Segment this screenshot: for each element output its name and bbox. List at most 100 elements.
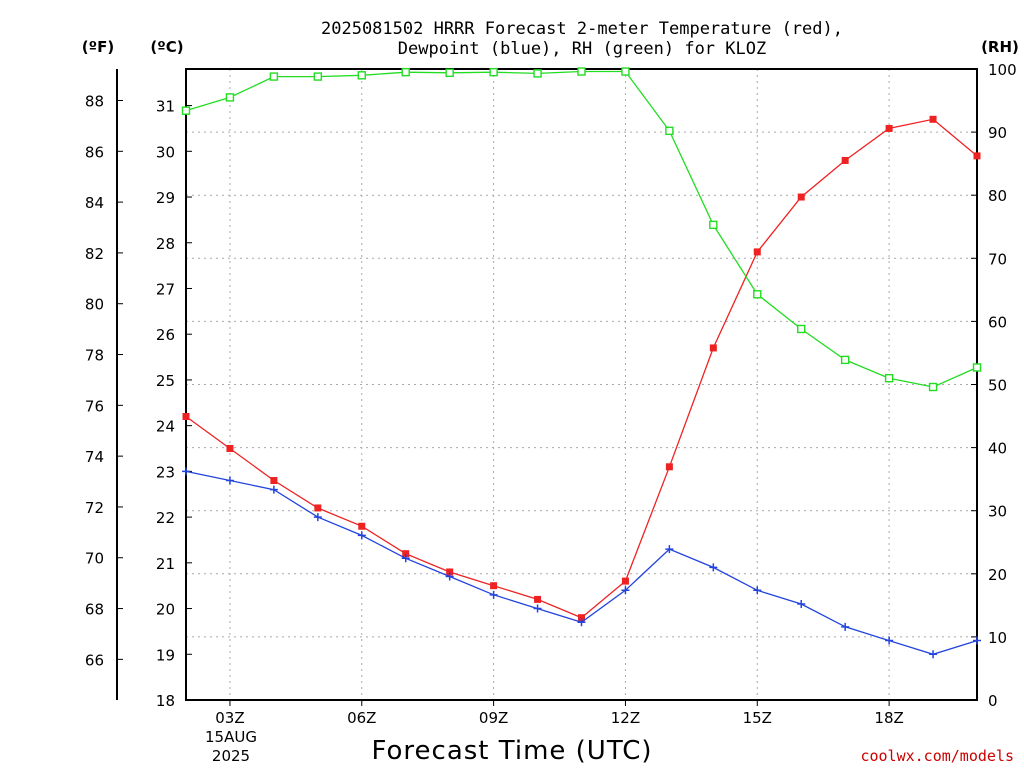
temperature-point-20 (973, 152, 981, 160)
dewpoint-point-16 (797, 599, 806, 608)
grid-lines (186, 69, 977, 700)
rh-point-5 (313, 72, 323, 81)
temperature-point-19 (929, 115, 937, 123)
rh-tick-label-90: 90 (988, 124, 1007, 142)
temperature-point-18 (885, 124, 893, 132)
rh-point-18 (884, 373, 894, 383)
rh-point-10 (533, 69, 542, 78)
fahrenheit-tick-label-70: 70 (85, 550, 104, 568)
x-tick-label-18Z: 18Z (874, 709, 903, 727)
rh-series-line (185, 70, 978, 388)
dewpoint-point-13 (665, 545, 674, 554)
temperature-point-14 (709, 344, 717, 352)
fahrenheit-tick-label-80: 80 (85, 296, 104, 314)
rh-point-12 (621, 67, 630, 76)
x-tick-label-03Z: 03Z (215, 709, 244, 727)
rh-point-17 (840, 355, 850, 365)
dewpoint-point-4 (269, 485, 278, 494)
rh-tick-label-100: 100 (988, 61, 1017, 79)
rh-point-14 (709, 220, 718, 230)
dewpoint-point-17 (841, 622, 850, 631)
date-label-year: 2025 (212, 747, 250, 765)
rh-point-16 (797, 324, 806, 334)
celsius-tick-label-30: 30 (156, 143, 175, 161)
rh-point-4 (269, 72, 279, 81)
dewpoint-point-19 (929, 650, 938, 659)
rh-point-6 (357, 71, 366, 80)
rh-unit-label: (RH) (981, 38, 1019, 56)
fahrenheit-tick-label-88: 88 (85, 92, 104, 110)
rh-point-20 (972, 363, 982, 372)
rh-point-11 (577, 67, 586, 76)
dewpoint-point-2 (182, 467, 190, 476)
celsius-tick-label-22: 22 (156, 509, 175, 527)
temperature-point-13 (665, 463, 673, 471)
dewpoint-point-15 (753, 586, 762, 595)
temperature-series-line (185, 118, 978, 619)
dewpoint-point-5 (313, 513, 322, 522)
fahrenheit-tick-label-84: 84 (85, 194, 104, 212)
x-tick-label-12Z: 12Z (611, 709, 640, 727)
temperature-point-4 (270, 477, 278, 485)
fahrenheit-tick-label-68: 68 (85, 601, 104, 619)
temperature-point-5 (314, 504, 322, 512)
rh-point-13 (665, 126, 674, 136)
credit-label: coolwx.com/models (860, 747, 1014, 765)
temperature-point-7 (402, 550, 410, 558)
rh-tick-label-40: 40 (988, 440, 1007, 458)
dewpoint-point-3 (225, 476, 234, 485)
fahrenheit-tick-label-74: 74 (85, 448, 104, 466)
temperature-point-16 (797, 193, 805, 201)
celsius-tick-label-27: 27 (156, 280, 175, 298)
celsius-tick-label-26: 26 (156, 326, 175, 344)
rh-point-8 (445, 68, 454, 77)
celsius-unit-label: (ºC) (150, 38, 183, 56)
celsius-tick-label-20: 20 (156, 601, 175, 619)
temperature-point-15 (753, 248, 761, 256)
dewpoint-point-7 (401, 554, 410, 563)
fahrenheit-tick-label-86: 86 (85, 143, 104, 161)
x-tick-label-09Z: 09Z (479, 709, 508, 727)
rh-tick-label-60: 60 (988, 313, 1007, 331)
dewpoint-point-18 (885, 636, 894, 645)
rh-tick-label-50: 50 (988, 377, 1007, 395)
chart-title-line2: Dewpoint (blue), RH (green) for KLOZ (398, 39, 766, 59)
fahrenheit-tick-label-78: 78 (85, 347, 104, 365)
dewpoint-point-8 (445, 572, 454, 581)
celsius-tick-label-23: 23 (156, 463, 175, 481)
dewpoint-point-20 (973, 636, 981, 645)
tick-marks: 03Z 06Z 09Z 12Z 15Z 18Z 18 19 20 21 22 23 24 25 26 27 28… (85, 61, 1017, 727)
rh-point-2 (181, 106, 191, 115)
celsius-tick-label-29: 29 (156, 189, 175, 207)
celsius-tick-label-18: 18 (156, 692, 175, 710)
temperature-point-2 (182, 413, 190, 421)
dewpoint-point-12 (621, 586, 630, 595)
dewpoint-point-11 (577, 618, 586, 627)
celsius-tick-label-31: 31 (156, 98, 175, 116)
temperature-point-12 (621, 577, 629, 585)
x-tick-label-06Z: 06Z (347, 709, 376, 727)
celsius-tick-label-28: 28 (156, 235, 175, 253)
temperature-point-8 (446, 568, 454, 576)
rh-point-9 (489, 67, 498, 77)
dewpoint-series-line (185, 470, 978, 655)
rh-tick-label-80: 80 (988, 187, 1007, 205)
rh-tick-label-70: 70 (988, 250, 1007, 268)
fahrenheit-tick-label-76: 76 (85, 397, 104, 415)
dewpoint-point-10 (533, 604, 542, 613)
fahrenheit-tick-label-82: 82 (85, 245, 104, 263)
dewpoint-point-6 (357, 531, 366, 540)
celsius-tick-label-25: 25 (156, 372, 175, 390)
fahrenheit-tick-label-72: 72 (85, 499, 104, 517)
rh-point-19 (928, 382, 938, 392)
temperature-point-17 (841, 156, 849, 164)
dewpoint-point-14 (709, 563, 718, 572)
rh-tick-label-0: 0 (988, 692, 998, 710)
celsius-tick-label-24: 24 (156, 418, 175, 436)
rh-point-15 (753, 290, 762, 299)
fahrenheit-unit-label: (ºF) (82, 38, 114, 56)
x-axis-label: Forecast Time (UTC) (371, 736, 652, 766)
celsius-tick-label-21: 21 (156, 555, 175, 573)
temperature-point-3 (226, 445, 234, 453)
